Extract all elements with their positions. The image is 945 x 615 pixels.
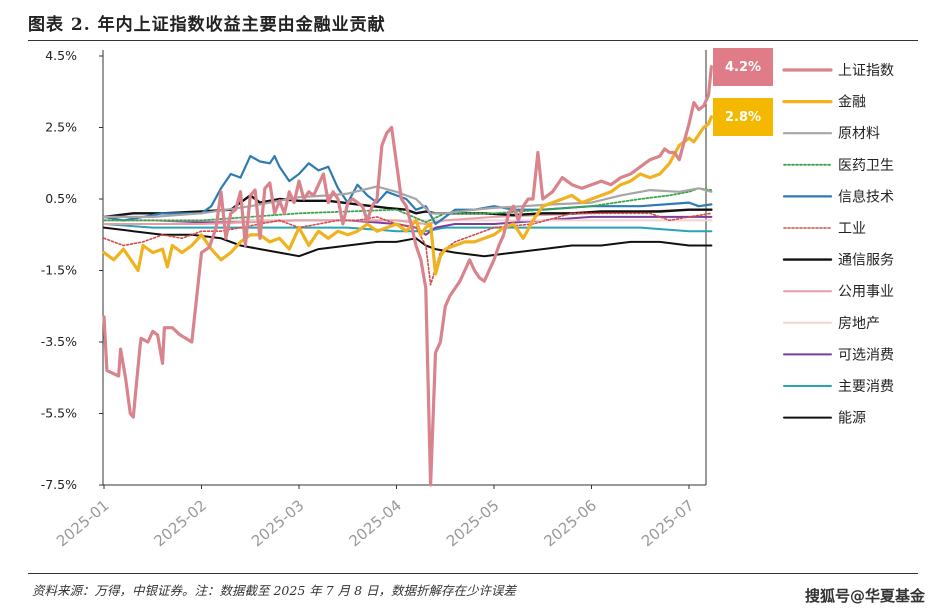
y-tick-label: -7.5% (41, 477, 77, 492)
y-tick-label: 0.5% (45, 191, 77, 206)
legend-label: 医药卫生 (838, 158, 894, 174)
legend-label: 房地产 (838, 316, 880, 332)
watermark: 搜狐号@华夏基金 (804, 587, 925, 605)
x-tick-label: 2025-07 (638, 496, 698, 550)
series-line-11 (103, 226, 713, 258)
legend-item-6: 通信服务 (782, 253, 894, 269)
series-line-5 (103, 212, 713, 286)
page-title: 图表 2. 年内上证指数收益主要由金融业贡献 (28, 15, 386, 35)
series-line-6 (102, 194, 713, 219)
line-chart: 4.5% 2.5% 0.5% -1.5% -3.5% -5.5% -7.5% 2025-01 2… (41, 48, 894, 550)
x-tick-label: 2025-04 (345, 496, 405, 550)
legend-item-10: 主要消费 (783, 379, 894, 395)
end-value-badges: 4.2% 2.8% (713, 48, 773, 136)
x-tick-label: 2025-02 (150, 496, 210, 550)
x-tick-label: 2025-05 (443, 496, 503, 550)
legend-item-4: 信息技术 (782, 188, 894, 205)
x-tick-label: 2025-01 (53, 496, 113, 550)
legend-item-3: 医药卫生 (783, 158, 894, 174)
y-tick-label: 2.5% (45, 120, 77, 135)
x-tick-label: 2025-03 (248, 496, 308, 550)
series-line-1 (102, 115, 714, 276)
y-tick-label: -5.5% (41, 406, 77, 421)
end-badge-bg (713, 98, 773, 136)
legend-label: 工业 (838, 221, 866, 237)
legend-item-5: 工业 (783, 221, 866, 237)
series-line-2 (102, 185, 713, 218)
x-tick-label: 2025-06 (540, 496, 600, 550)
legend-label: 金融 (838, 95, 866, 111)
end-badge-label: 4.2% (725, 60, 761, 75)
legend-item-9: 可选消费 (783, 347, 894, 363)
legend-item-11: 能源 (783, 411, 866, 427)
legend-label: 原材料 (838, 126, 880, 142)
legend-label: 主要消费 (838, 379, 894, 395)
legend-item-1: 金融 (782, 95, 866, 111)
legend-item-0: 上证指数 (782, 63, 894, 79)
end-badge-bg (713, 48, 773, 86)
series-line-10 (103, 223, 713, 233)
end-badge-0: 4.2% (713, 48, 773, 86)
y-tick-label: -1.5% (41, 263, 77, 278)
legend-item-7: 公用事业 (783, 284, 894, 300)
chart-axes: 4.5% 2.5% 0.5% -1.5% -3.5% -5.5% -7.5% 2025-01 2… (41, 48, 707, 550)
title-divider (28, 40, 918, 41)
legend-label: 能源 (838, 411, 866, 427)
chart-series-lines (102, 65, 714, 487)
footer-divider (28, 573, 918, 574)
legend-item-8: 房地产 (783, 316, 880, 332)
legend-label: 可选消费 (838, 347, 894, 363)
series-line-0 (102, 65, 714, 487)
end-badge-label: 2.8% (725, 110, 761, 125)
source-note: 资料来源：万得，中银证券。注：数据截至 2025 年 7 月 8 日，数据折解存… (32, 583, 517, 598)
legend-label: 通信服务 (838, 253, 894, 269)
legend-label: 上证指数 (838, 63, 894, 79)
legend-item-2: 原材料 (782, 126, 880, 142)
end-badge-1: 2.8% (713, 98, 773, 136)
legend-label: 公用事业 (838, 284, 894, 300)
legend-label: 信息技术 (838, 188, 894, 205)
y-tick-label: 4.5% (45, 48, 77, 63)
y-tick-label: -3.5% (41, 334, 77, 349)
